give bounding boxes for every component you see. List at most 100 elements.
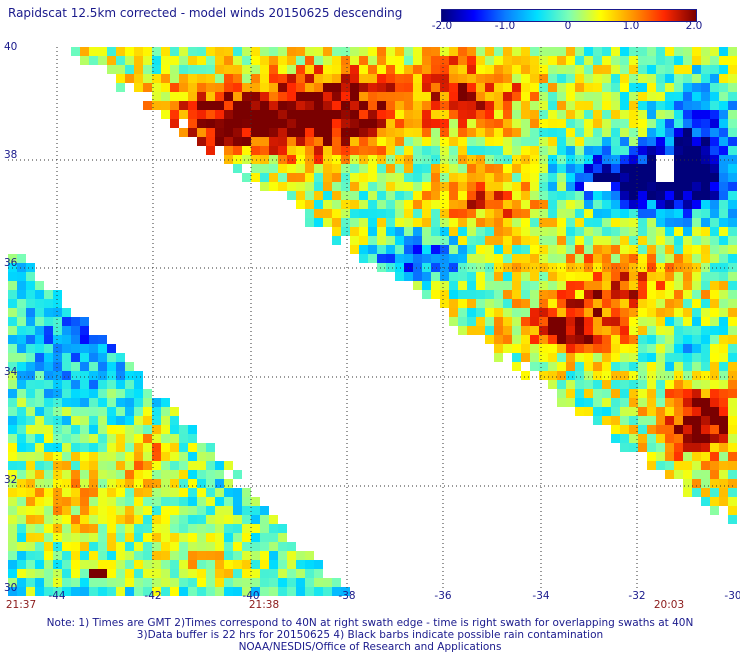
wind-cell <box>521 263 530 272</box>
wind-cell <box>728 443 737 452</box>
wind-cell <box>80 533 89 542</box>
wind-cell <box>638 218 647 227</box>
wind-cell <box>539 119 548 128</box>
wind-cell <box>602 128 611 137</box>
wind-cell <box>395 227 404 236</box>
wind-cell <box>413 218 422 227</box>
wind-cell <box>548 137 557 146</box>
wind-cell <box>530 83 539 92</box>
wind-cell <box>593 56 602 65</box>
wind-cell <box>566 317 575 326</box>
wind-cell <box>125 56 134 65</box>
wind-cell <box>197 443 206 452</box>
wind-cell <box>53 389 62 398</box>
wind-cell <box>719 245 728 254</box>
wind-cell <box>593 218 602 227</box>
wind-cell <box>467 263 476 272</box>
wind-cell <box>71 398 80 407</box>
wind-cell <box>485 299 494 308</box>
wind-cell <box>629 83 638 92</box>
wind-cell <box>269 83 278 92</box>
wind-cell <box>476 128 485 137</box>
wind-cell <box>611 335 620 344</box>
wind-cell <box>341 128 350 137</box>
wind-cell <box>89 416 98 425</box>
wind-cell <box>206 101 215 110</box>
wind-cell <box>575 317 584 326</box>
wind-cell <box>575 353 584 362</box>
wind-cell <box>593 281 602 290</box>
wind-cell <box>728 362 737 371</box>
wind-cell <box>35 353 44 362</box>
wind-cell <box>197 515 206 524</box>
wind-cell <box>683 47 692 56</box>
wind-cell <box>188 560 197 569</box>
wind-cell <box>566 200 575 209</box>
wind-cell <box>629 92 638 101</box>
wind-cell <box>161 515 170 524</box>
wind-cell <box>539 218 548 227</box>
wind-cell <box>485 119 494 128</box>
wind-cell <box>629 56 638 65</box>
wind-cell <box>683 272 692 281</box>
wind-cell <box>683 83 692 92</box>
wind-cell <box>512 146 521 155</box>
wind-cell <box>521 299 530 308</box>
wind-cell <box>575 146 584 155</box>
wind-cell <box>701 101 710 110</box>
wind-cell <box>197 452 206 461</box>
wind-cell <box>368 74 377 83</box>
wind-cell <box>233 578 242 587</box>
wind-cell <box>629 425 638 434</box>
wind-cell <box>647 182 656 191</box>
wind-cell <box>323 56 332 65</box>
wind-cell <box>566 254 575 263</box>
wind-cell <box>665 407 674 416</box>
wind-cell <box>548 110 557 119</box>
wind-cell <box>656 452 665 461</box>
wind-cell <box>251 164 260 173</box>
wind-cell <box>665 398 674 407</box>
wind-cell <box>377 182 386 191</box>
wind-cell <box>494 65 503 74</box>
wind-cell <box>377 164 386 173</box>
wind-cell <box>62 551 71 560</box>
wind-cell <box>449 299 458 308</box>
wind-cell <box>161 533 170 542</box>
wind-cell <box>269 551 278 560</box>
wind-cell <box>665 236 674 245</box>
wind-cell <box>557 272 566 281</box>
wind-cell <box>701 191 710 200</box>
wind-cell <box>611 344 620 353</box>
wind-cell <box>710 344 719 353</box>
wind-cell <box>719 353 728 362</box>
wind-cell <box>242 515 251 524</box>
wind-cell <box>467 191 476 200</box>
wind-cell <box>638 92 647 101</box>
wind-cell <box>224 578 233 587</box>
wind-cell <box>26 380 35 389</box>
wind-cell <box>701 137 710 146</box>
wind-cell <box>17 461 26 470</box>
wind-cell <box>539 110 548 119</box>
wind-cell <box>530 236 539 245</box>
wind-cell <box>431 182 440 191</box>
wind-cell <box>701 245 710 254</box>
wind-cell <box>287 587 296 596</box>
wind-cell <box>44 533 53 542</box>
wind-cell <box>26 461 35 470</box>
wind-cell <box>620 47 629 56</box>
wind-cell <box>152 524 161 533</box>
wind-cell <box>656 407 665 416</box>
wind-cell <box>683 101 692 110</box>
wind-cell <box>395 218 404 227</box>
wind-cell <box>161 443 170 452</box>
wind-cell <box>152 551 161 560</box>
wind-cell <box>224 65 233 74</box>
wind-cell <box>143 515 152 524</box>
wind-cell <box>485 128 494 137</box>
wind-cell <box>485 47 494 56</box>
wind-cell <box>449 218 458 227</box>
wind-cell <box>539 308 548 317</box>
wind-cell <box>224 506 233 515</box>
